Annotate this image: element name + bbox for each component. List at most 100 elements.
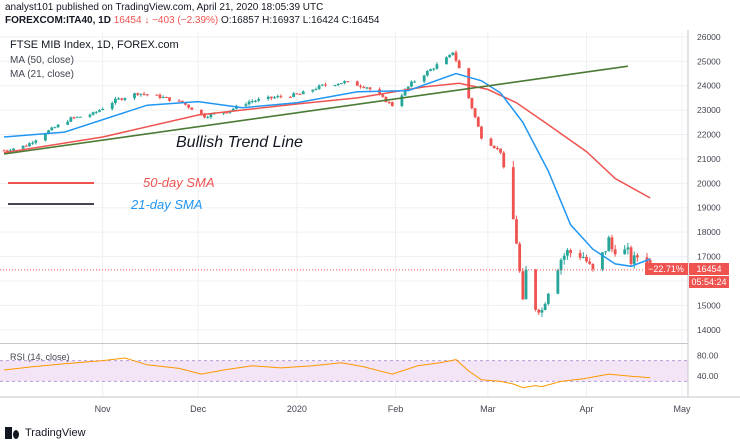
y-tick-label: 17000 — [697, 252, 721, 262]
y-tick-label: 24000 — [697, 81, 721, 91]
x-tick-label: Apr — [579, 404, 593, 414]
last-price: 16454 — [113, 15, 142, 26]
candle-body — [292, 93, 296, 98]
candle-body — [142, 93, 146, 95]
candle-body — [266, 96, 270, 100]
candle-body — [610, 237, 614, 250]
candle-body — [269, 96, 273, 99]
candle-body — [562, 255, 566, 260]
candle-body — [94, 111, 98, 113]
candle-body — [110, 103, 114, 109]
candle-body — [499, 148, 502, 153]
candle-body — [101, 108, 105, 111]
candle-body — [139, 93, 143, 95]
tradingview-logo[interactable]: TradingView — [5, 427, 86, 439]
candle-body — [34, 140, 38, 143]
y-tick-label: 20000 — [697, 178, 721, 188]
candle-body — [98, 110, 101, 112]
candle-body — [250, 101, 254, 103]
candle-body — [31, 142, 35, 144]
change: ↓ −403 (−2.39%) — [144, 15, 219, 26]
candle-body — [467, 68, 471, 99]
candle-body — [295, 93, 299, 95]
pct-badge — [645, 263, 688, 275]
candle-body — [301, 91, 305, 95]
candle-body — [613, 249, 617, 255]
rsi-tick-label: 40.00 — [697, 371, 719, 381]
candle-body — [209, 114, 213, 118]
indicator-lines — [0, 65, 688, 271]
rsi-label: RSI (14, close) — [10, 352, 70, 362]
pct-badge-text: −22.71% — [648, 264, 684, 274]
candle-body — [164, 97, 168, 99]
candle-body — [123, 98, 127, 100]
candle-body — [492, 145, 496, 149]
x-tick-label: Dec — [190, 404, 207, 414]
candle-body — [114, 98, 117, 104]
legend-title: FTSE MIB Index, 1D, FOREX.com — [10, 39, 179, 51]
candle-body — [432, 68, 436, 70]
candle-body — [133, 93, 136, 99]
candle-body — [336, 83, 340, 86]
candle-body — [359, 85, 362, 87]
candle-body — [257, 99, 261, 101]
candle-body — [244, 104, 248, 106]
symbol-line: FOREXCOM:ITA40, 1D 16454 ↓ −403 (−2.39%)… — [5, 15, 380, 26]
candle-body — [206, 117, 210, 119]
candle-body — [21, 145, 25, 149]
candle-body — [476, 117, 480, 127]
candle-body — [495, 148, 499, 150]
candle-body — [56, 124, 60, 128]
candle-body — [604, 251, 608, 253]
legend-ma50: MA (50, close) — [10, 55, 74, 66]
candle-body — [75, 116, 79, 118]
candle-body — [546, 293, 550, 304]
candle-body — [333, 85, 337, 87]
candle-body — [276, 96, 280, 98]
rsi-band — [0, 360, 688, 382]
candle-body — [136, 93, 140, 95]
candle-body — [47, 130, 50, 134]
candle-body — [581, 256, 585, 258]
candle-body — [254, 100, 257, 102]
sma50-label: 50-day SMA — [143, 175, 215, 190]
candle-body — [537, 309, 541, 313]
candle-body — [225, 112, 229, 114]
candle-body — [566, 250, 569, 256]
candle-body — [231, 108, 235, 111]
candle-body — [540, 310, 544, 313]
legend-ma21: MA (21, close) — [10, 69, 74, 80]
x-tick-label: 2020 — [287, 404, 307, 414]
y-tick-label: 23000 — [697, 105, 721, 115]
candle-body — [445, 57, 448, 65]
candle-body — [317, 85, 321, 90]
candle-body — [91, 112, 95, 115]
candle-body — [340, 83, 343, 85]
x-tick-label: May — [673, 404, 691, 414]
price-badge-text: 16454 — [696, 264, 721, 274]
candle-body — [365, 87, 369, 89]
candle-body — [457, 60, 461, 69]
published-text: published on TradingView.com, April 21, … — [56, 2, 324, 13]
candle-body — [524, 269, 528, 300]
candle-body — [607, 237, 611, 252]
candle-body — [413, 81, 417, 83]
candle-body — [168, 97, 171, 101]
candle-body — [273, 97, 276, 99]
candle-body — [569, 250, 572, 253]
candle-body — [72, 117, 76, 119]
candle-body — [117, 98, 120, 100]
candle-body — [515, 219, 518, 244]
candle-body — [69, 117, 73, 122]
candle-body — [543, 303, 547, 311]
candle-body — [451, 52, 455, 55]
candle-body — [381, 94, 385, 97]
candle-body — [120, 98, 124, 100]
candle-body — [28, 143, 31, 147]
candle-body — [585, 256, 588, 262]
candle-body — [406, 86, 410, 90]
price-badges: −22.71% 16454 05:54:24 — [645, 263, 729, 288]
candle-body — [601, 252, 604, 270]
candle-body — [534, 269, 537, 310]
